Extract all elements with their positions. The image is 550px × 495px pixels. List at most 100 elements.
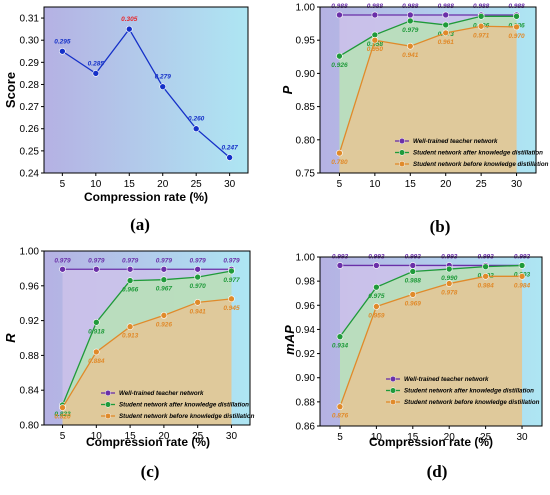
y-tick-label: 0.31 <box>20 14 40 25</box>
data-label-after: 0.970 <box>190 283 207 290</box>
data-point-before <box>445 280 453 287</box>
data-label-teacher: 0.988 <box>367 3 384 10</box>
legend-swatch-marker-before <box>389 398 397 406</box>
y-tick-label: 0.84 <box>20 386 40 397</box>
data-point-teacher <box>406 11 414 19</box>
y-axis-label: R <box>3 333 18 343</box>
data-label-before: 0.941 <box>190 308 207 315</box>
data-point-before <box>336 403 344 410</box>
data-label-before: 0.961 <box>438 39 455 46</box>
legend-entry-after: Student network after knowledge distilla… <box>404 388 534 395</box>
x-tick-label: 15 <box>124 179 136 190</box>
y-tick-label: 0.86 <box>296 422 316 433</box>
x-tick-label: 5 <box>60 431 66 442</box>
data-point-teacher <box>336 262 344 269</box>
data-point-before <box>513 23 520 31</box>
y-tick-label: 0.96 <box>296 301 316 312</box>
data-label-before: 0.970 <box>508 33 525 40</box>
legend: Well-trained teacher network Student netw… <box>395 137 549 168</box>
data-label-teacher: 0.979 <box>122 257 139 264</box>
data-label-after: 0.966 <box>122 287 139 294</box>
data-label-before: 0.950 <box>367 46 384 53</box>
legend-swatch-marker-teacher <box>389 375 397 383</box>
y-tick-label: 0.29 <box>20 58 40 69</box>
legend-entry-before: Student network before knowledge distill… <box>119 413 255 420</box>
data-label-after: 0.967 <box>156 286 173 293</box>
x-tick-label: 20 <box>157 179 169 190</box>
data-label-score: 0.285 <box>88 60 105 67</box>
y-tick-label: 1.00 <box>296 253 316 264</box>
data-point-score <box>92 70 100 77</box>
data-point-before <box>477 22 485 30</box>
data-point-teacher <box>93 265 100 273</box>
panel-label: (b) <box>430 217 451 236</box>
plot-frame <box>319 256 543 427</box>
data-point-before <box>126 323 134 330</box>
data-label-teacher: 0.988 <box>331 3 348 10</box>
y-tick-label: 0.98 <box>296 277 316 288</box>
data-label-teacher: 0.979 <box>223 257 240 264</box>
data-label-after: 0.979 <box>402 27 419 34</box>
y-tick-label: 0.88 <box>296 397 316 408</box>
x-tick-label: 25 <box>476 179 488 190</box>
y-tick-label: 0.30 <box>20 36 40 47</box>
series-line-before <box>61 298 232 408</box>
data-label-after: 0.975 <box>368 293 385 300</box>
data-point-teacher <box>442 11 450 19</box>
data-label-after: 0.926 <box>331 62 348 69</box>
data-label-before: 0.945 <box>223 305 240 312</box>
x-tick-label: 5 <box>60 179 66 190</box>
y-axis-label: mAP <box>282 325 297 355</box>
data-point-after <box>409 268 417 275</box>
panel-label: (a) <box>130 215 150 234</box>
data-point-after <box>406 17 414 25</box>
x-tick-label: 25 <box>192 431 204 442</box>
x-tick-label: 30 <box>516 432 528 443</box>
legend-swatch-marker-before <box>398 160 406 168</box>
x-tick-label: 10 <box>369 179 381 190</box>
y-tick-label: 0.80 <box>296 135 316 146</box>
data-point-after <box>445 265 453 273</box>
x-tick-label: 15 <box>405 179 417 190</box>
y-tick-label: 0.96 <box>20 281 40 292</box>
data-point-before <box>409 291 417 298</box>
data-label-score: 0.305 <box>121 16 138 23</box>
data-point-after <box>442 21 450 29</box>
data-point-teacher <box>160 265 168 273</box>
x-tick-label: 25 <box>191 179 203 190</box>
data-point-teacher <box>126 265 134 273</box>
x-axis-label: Compression rate (%) <box>369 435 493 449</box>
data-label-after: 0.990 <box>441 275 458 282</box>
data-point-teacher <box>373 262 380 269</box>
data-label-teacher: 0.979 <box>54 257 71 264</box>
data-label-before: 0.978 <box>441 290 458 297</box>
x-tick-label: 10 <box>91 431 103 442</box>
y-tick-label: 0.75 <box>296 169 316 180</box>
legend-swatch-marker-after <box>389 387 397 394</box>
data-label-score: 0.279 <box>155 74 172 81</box>
series-line-after <box>61 270 232 406</box>
data-point-after <box>518 262 526 269</box>
legend-entry-teacher: Well-trained teacher network <box>404 376 489 383</box>
y-tick-label: 0.88 <box>20 351 40 362</box>
y-tick-label: 0.28 <box>20 80 40 91</box>
y-tick-label: 0.26 <box>20 124 40 135</box>
x-tick-label: 10 <box>90 179 102 190</box>
data-label-before: 0.884 <box>88 358 105 365</box>
data-point-before <box>373 303 380 310</box>
data-point-after <box>373 283 380 291</box>
legend-entry-teacher: Well-trained teacher network <box>413 138 498 145</box>
data-point-before <box>59 404 66 411</box>
data-label-after: 0.823 <box>54 411 71 418</box>
x-tick-label: 10 <box>371 432 383 443</box>
y-tick-label: 0.92 <box>296 349 316 360</box>
data-point-teacher <box>194 265 201 273</box>
data-label-teacher: 0.988 <box>508 3 525 10</box>
x-tick-label: 5 <box>337 432 343 443</box>
data-point-before <box>406 42 414 50</box>
legend-entry-after: Student network after knowledge distilla… <box>413 150 543 157</box>
data-point-score <box>226 154 233 161</box>
panel-c: 0.80 0.84 0.88 0.92 0.96 1.00 5 10 15 20 25 30 0.979… <box>3 247 255 482</box>
data-label-teacher: 0.979 <box>88 257 105 264</box>
data-point-teacher <box>409 262 417 269</box>
